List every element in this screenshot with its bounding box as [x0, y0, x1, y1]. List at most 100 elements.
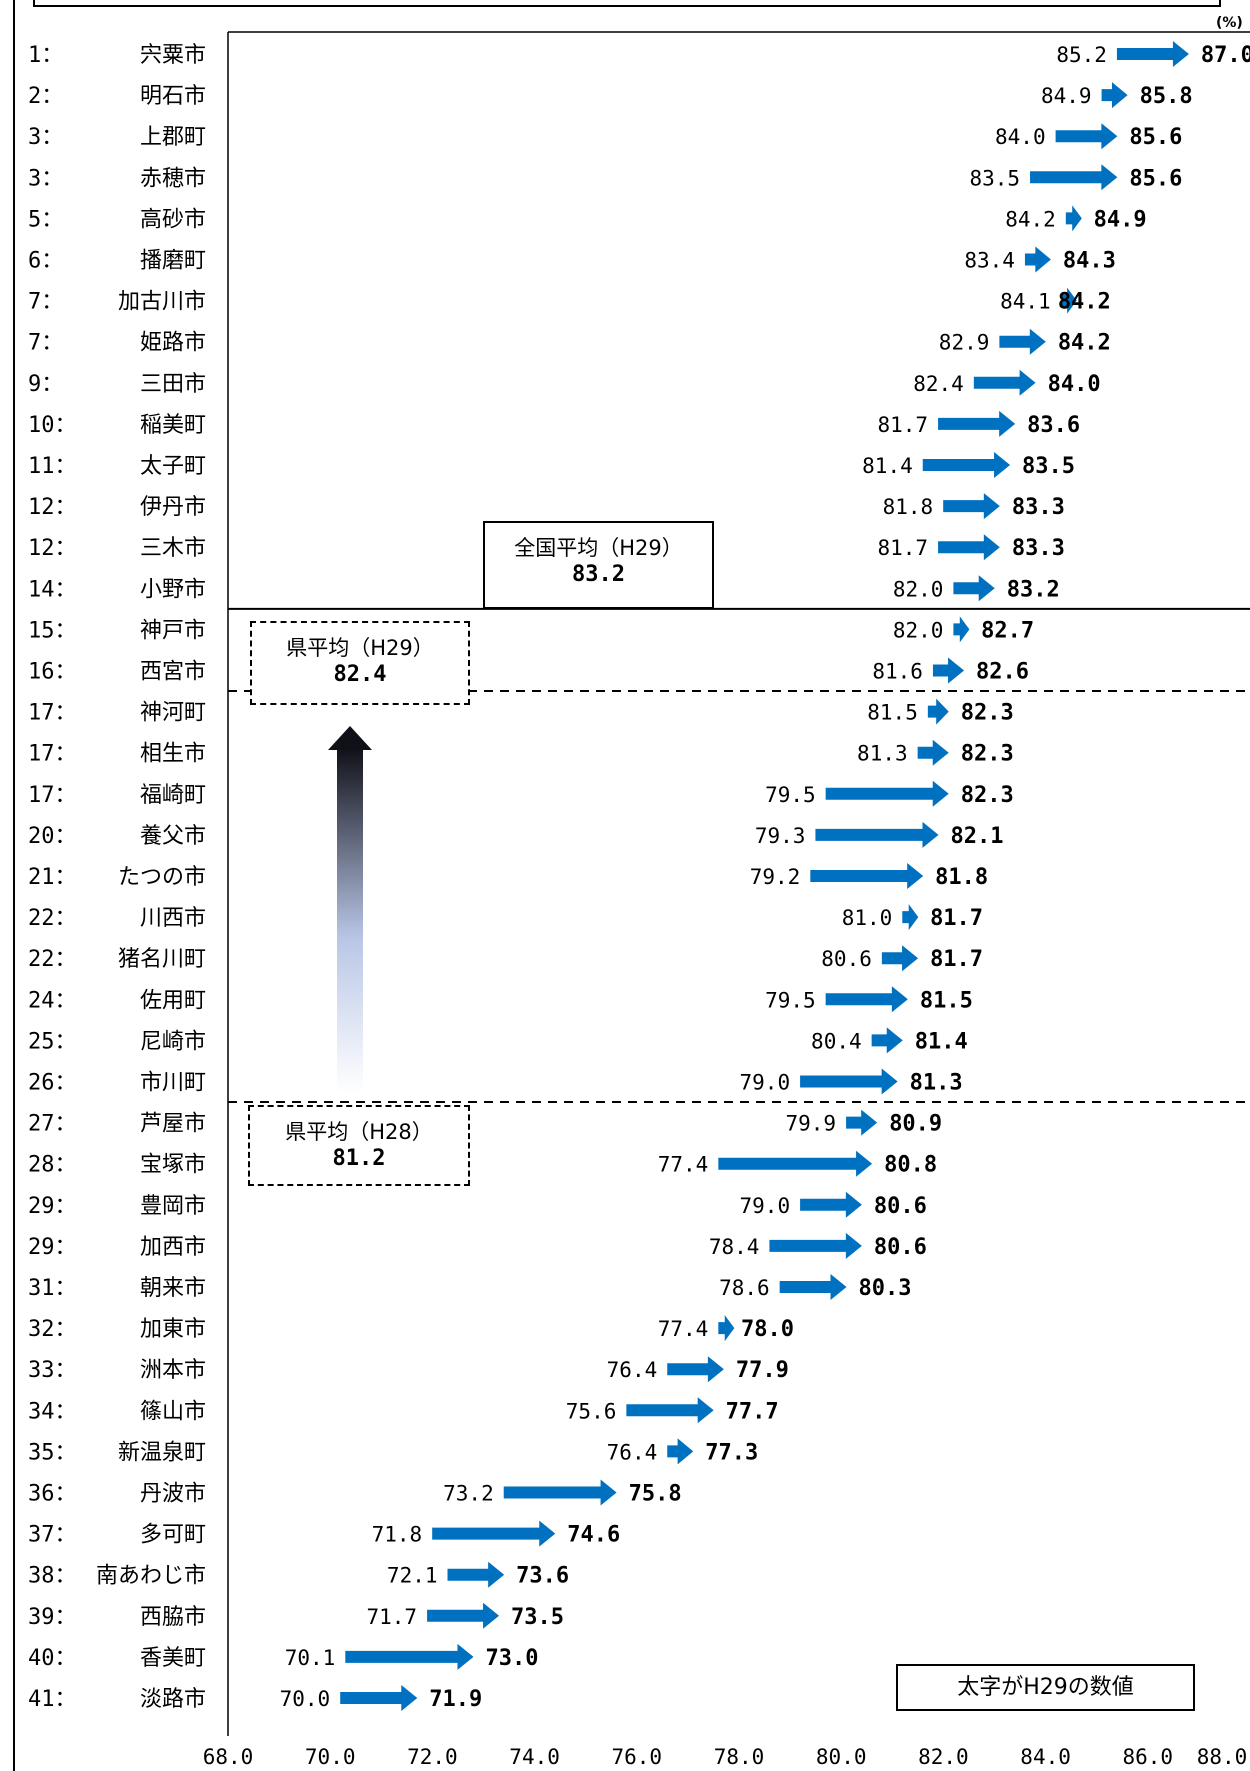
h29-value-label: 80.3 — [859, 1276, 912, 1301]
x-axis-ticks: 68.0 70.0 72.0 74.0 76.0 78.0 80.0 82.0 84.0 86.0… — [203, 1745, 1248, 1769]
municipality-label: 市川町 — [140, 1071, 206, 1096]
rank-label: 17： — [28, 742, 77, 767]
change-arrow — [846, 1109, 878, 1136]
row-11: 11： 太子町 81.4 83.5 — [28, 452, 1075, 479]
h28-value-label: 72.1 — [387, 1564, 438, 1588]
rank-label: 29： — [28, 1235, 77, 1260]
h29-value-label: 83.5 — [1022, 454, 1075, 479]
h29-value-label: 83.3 — [1012, 536, 1065, 561]
h28-value-label: 82.0 — [893, 618, 944, 642]
row-32: 32： 加東市 77.4 78.0 — [28, 1315, 794, 1342]
change-arrow — [667, 1438, 694, 1465]
municipality-label: 加東市 — [140, 1317, 206, 1342]
change-arrow — [1101, 82, 1128, 109]
change-arrow — [427, 1602, 500, 1629]
h29-value-label: 81.3 — [910, 1071, 963, 1096]
row-27: 27： 芦屋市 79.9 80.9 — [28, 1109, 942, 1137]
row-30: 29： 加西市 78.4 80.6 — [28, 1232, 927, 1260]
change-arrow — [800, 1191, 862, 1218]
plot-area — [227, 31, 1250, 1736]
h29-value-label: 81.7 — [930, 947, 983, 972]
rank-label: 17： — [28, 783, 77, 808]
h28-value-label: 81.7 — [877, 413, 928, 437]
change-arrow — [432, 1520, 556, 1547]
rank-label: 7： — [28, 290, 63, 315]
rank-label: 1： — [28, 43, 63, 68]
rank-label: 29： — [28, 1194, 77, 1219]
x-tick-label: 72.0 — [407, 1745, 458, 1769]
h28-value-label: 78.6 — [719, 1276, 770, 1300]
change-arrow — [999, 328, 1046, 355]
municipality-label: 播磨町 — [140, 249, 206, 274]
h29-value-label: 85.8 — [1140, 84, 1193, 109]
row-19: 17： 福崎町 79.5 82.3 — [28, 780, 1014, 808]
change-arrow — [1024, 246, 1051, 273]
h28-value-label: 81.3 — [857, 742, 908, 766]
row-13: 12： 三木市 81.7 83.3 — [28, 534, 1065, 561]
h29-value-label: 80.9 — [889, 1112, 942, 1137]
h28-value-label: 82.4 — [913, 372, 964, 396]
rank-label: 28： — [28, 1153, 77, 1178]
h28-value-label: 70.1 — [285, 1646, 336, 1670]
h28-value-label: 82.0 — [893, 577, 944, 601]
h29-value-label: 87.0 — [1201, 43, 1250, 68]
rank-label: 15： — [28, 618, 77, 643]
h29-value-label: 82.7 — [981, 618, 1034, 643]
h28-value-label: 79.5 — [765, 988, 816, 1012]
rank-label: 3： — [28, 125, 63, 150]
h28-value-label: 75.6 — [566, 1399, 617, 1423]
rank-label: 14： — [28, 577, 77, 602]
h29-value-label: 71.9 — [429, 1687, 482, 1712]
row-15: 15： 神戸市 82.0 82.7 — [28, 616, 1034, 643]
h28-value-label: 77.4 — [658, 1317, 709, 1341]
change-arrow — [718, 1150, 873, 1177]
row-12: 12： 伊丹市 81.8 83.3 — [28, 493, 1065, 520]
pref-average-h29-value: 82.4 — [333, 662, 387, 688]
municipality-label: 淡路市 — [140, 1687, 206, 1712]
improvement-arrow-icon — [328, 726, 372, 1093]
change-arrow — [503, 1479, 617, 1506]
change-arrow — [825, 986, 908, 1013]
h29-value-label: 73.0 — [486, 1646, 539, 1671]
change-arrow — [345, 1643, 474, 1670]
h28-value-label: 84.9 — [1041, 84, 1092, 108]
legend-note-box: 太字がH29の数値 — [896, 1664, 1195, 1711]
row-9: 9： 三田市 82.4 84.0 — [28, 369, 1101, 397]
change-arrow — [927, 698, 949, 725]
change-arrow — [1060, 287, 1077, 314]
h29-value-label: 81.7 — [930, 906, 983, 931]
municipality-label: 南あわじ市 — [96, 1564, 206, 1589]
row-21: 21： たつの市 79.2 81.8 — [28, 863, 988, 890]
row-40: 40： 香美町 70.1 73.0 — [28, 1643, 539, 1671]
change-arrow — [718, 1315, 735, 1342]
h28-value-label: 76.4 — [607, 1440, 658, 1464]
rank-label: 39： — [28, 1605, 77, 1630]
national-average-value: 83.2 — [572, 562, 625, 588]
h29-value-label: 77.7 — [726, 1399, 779, 1424]
h29-value-label: 82.6 — [976, 660, 1029, 685]
rank-label: 9： — [28, 372, 63, 397]
municipality-label: 加西市 — [140, 1235, 206, 1260]
municipality-label: 太子町 — [140, 454, 206, 479]
row-16: 16： 西宮市 81.6 82.6 — [28, 657, 1029, 685]
municipality-label: 上郡町 — [140, 125, 206, 150]
municipality-label: 相生市 — [140, 742, 206, 767]
change-arrow — [626, 1397, 714, 1424]
h29-value-label: 83.6 — [1027, 413, 1080, 438]
h28-value-label: 77.4 — [658, 1153, 709, 1177]
rank-label: 2： — [28, 84, 63, 109]
municipality-label: 赤穂市 — [140, 166, 206, 191]
municipality-label: 篠山市 — [140, 1399, 206, 1424]
change-arrow — [973, 369, 1036, 396]
x-tick-label: 76.0 — [612, 1745, 663, 1769]
municipality-label: 朝来市 — [140, 1276, 206, 1301]
h28-value-label: 83.4 — [964, 249, 1015, 273]
h28-value-label: 76.4 — [607, 1358, 658, 1382]
pref-average-h28-box: 県平均（H28） 81.2 — [248, 1105, 470, 1186]
change-arrow — [1055, 123, 1118, 150]
row-31: 31： 朝来市 78.6 80.3 — [28, 1274, 912, 1301]
h28-value-label: 81.6 — [872, 660, 923, 684]
municipality-label: 新温泉町 — [118, 1440, 206, 1465]
municipality-label: 三田市 — [140, 372, 206, 397]
change-arrow — [1116, 41, 1189, 67]
